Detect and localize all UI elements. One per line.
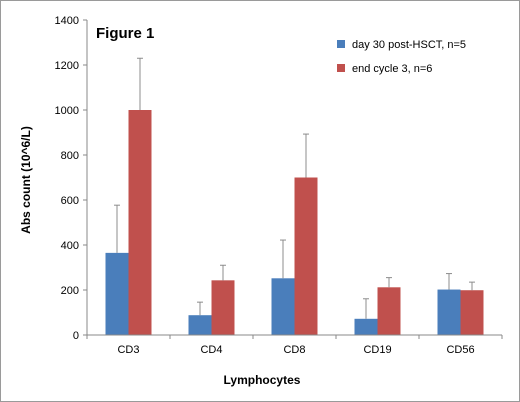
y-axis-ticks: 0 200 400 600 800 1000 1200 1400 — [55, 15, 87, 342]
bar-cd8-series-1 — [271, 278, 295, 335]
y-tick-label: 0 — [73, 330, 79, 342]
y-tick-label: 400 — [61, 240, 79, 252]
bar-cd8-series-2 — [294, 177, 318, 335]
x-tick-label: CD19 — [363, 344, 391, 356]
bars — [105, 57, 484, 335]
y-axis-title: Abs count (10^6/L) — [19, 126, 33, 234]
x-tick-label: CD4 — [200, 344, 222, 356]
y-tick-label: 200 — [61, 285, 79, 297]
legend-swatch-series-1 — [337, 40, 345, 48]
x-tick-label: CD56 — [446, 344, 474, 356]
x-axis-title: Lymphocytes — [224, 373, 301, 387]
legend-label-series-1: day 30 post-HSCT, n=5 — [352, 39, 466, 51]
x-tick-label: CD3 — [117, 344, 139, 356]
x-tick-label: CD8 — [283, 344, 305, 356]
y-tick-label: 600 — [61, 195, 79, 207]
bar-cd56-series-2 — [460, 290, 484, 335]
legend: day 30 post-HSCT, n=5 end cycle 3, n=6 — [337, 39, 466, 75]
bar-cd3-series-1 — [105, 252, 129, 335]
y-tick-label: 1000 — [55, 105, 79, 117]
bar-cd19-series-2 — [377, 287, 401, 335]
bar-cd3-series-2 — [128, 110, 152, 335]
y-tick-label: 1200 — [55, 60, 79, 72]
y-tick-label: 1400 — [55, 15, 79, 27]
chart-title: Figure 1 — [96, 25, 154, 42]
x-axis-ticks: CD3 CD4 CD8 CD19 CD56 — [86, 335, 503, 356]
bar-cd4-series-2 — [211, 280, 235, 335]
bar-cd4-series-1 — [188, 315, 212, 335]
bar-cd56-series-1 — [437, 289, 461, 335]
bar-cd19-series-1 — [354, 318, 378, 335]
legend-swatch-series-2 — [337, 64, 345, 72]
legend-label-series-2: end cycle 3, n=6 — [352, 63, 432, 75]
y-tick-label: 800 — [61, 150, 79, 162]
